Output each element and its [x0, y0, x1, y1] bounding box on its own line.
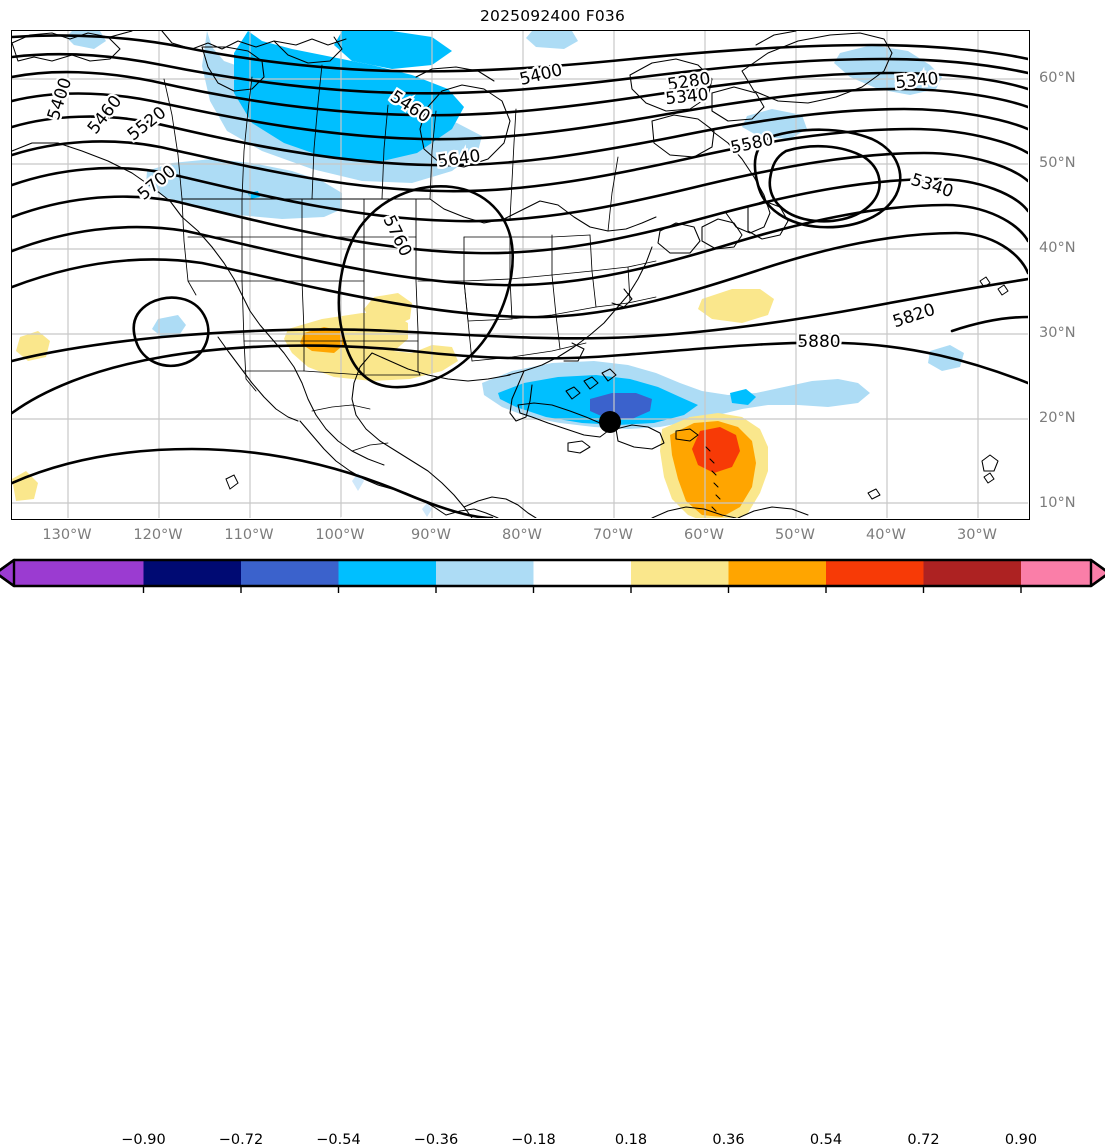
- colorbar-extend-max: [1021, 560, 1091, 586]
- colorbar-segment: [826, 560, 924, 586]
- storm-center-marker[interactable]: [599, 411, 621, 433]
- map-canvas: 5400 546055205700540054605640528053405340…: [12, 31, 1028, 518]
- colorbar-segment: [241, 560, 339, 586]
- contour-label: 5460: [84, 92, 126, 138]
- shading-region: [364, 293, 412, 327]
- shading-region: [526, 31, 578, 49]
- shading-region: [225, 474, 239, 490]
- colorbar-segments: [0, 558, 1105, 588]
- shading-region: [334, 31, 452, 69]
- contour-label: 5820: [890, 300, 937, 332]
- lat-label-40n: 40°N: [1039, 240, 1076, 256]
- colorbar-tick-label: −0.18: [511, 1132, 556, 1148]
- colorbar-outline: [0, 558, 1105, 588]
- shading-region: [12, 471, 38, 501]
- colorbar-segment: [533, 560, 631, 586]
- lat-label-60n: 60°N: [1039, 70, 1076, 86]
- shading-region: [698, 289, 774, 323]
- shading-region: [152, 315, 186, 337]
- colorbar-tick-label: 0.72: [907, 1132, 940, 1148]
- lon-label-70w: 70°W: [592, 527, 634, 543]
- colorbar-tick-label: 0.90: [1004, 1132, 1038, 1148]
- lon-label-60w: 60°W: [683, 527, 725, 543]
- colorbar-segment: [436, 560, 534, 586]
- lon-label-80w: 80°W: [501, 527, 543, 543]
- colorbar-tick-label: −0.54: [316, 1132, 361, 1148]
- colorbar-segment: [728, 560, 826, 586]
- map-panel[interactable]: 5400 5460 5520 5700 5400 5460 5640 5280 5340 5340…: [11, 30, 1030, 520]
- page-title: 2025092400 F036: [479, 7, 626, 25]
- colorbar-segment: [143, 560, 241, 586]
- contour-label: 5340: [908, 170, 955, 202]
- height-contours: [12, 34, 1028, 518]
- shading-region: [692, 427, 740, 473]
- lat-label-50n: 50°N: [1039, 155, 1076, 171]
- lon-label-100w: 100°W: [315, 527, 365, 543]
- lat-label-10n: 10°N: [1039, 495, 1076, 511]
- contour-label: 5400: [44, 75, 76, 122]
- map-clip: 5400 5460 5520 5700 5400 5460 5640 5280 5340 5340…: [12, 31, 1029, 519]
- contour-label: 588: [329, 515, 364, 518]
- lat-label-30n: 30°N: [1039, 325, 1076, 341]
- contour-label: 5340: [664, 85, 709, 109]
- colorbar-tick-label: 0.54: [809, 1132, 843, 1148]
- contour-label: 5520: [124, 103, 170, 145]
- contour-label: 5580: [729, 130, 775, 159]
- lon-label-110w: 110°W: [224, 527, 274, 543]
- colorbar-segment: [923, 560, 1021, 586]
- lon-label-120w: 120°W: [133, 527, 183, 543]
- colorbar-tick-label: −0.72: [218, 1132, 264, 1148]
- lon-label-30w: 30°W: [956, 527, 998, 543]
- lat-label-20n: 20°N: [1039, 410, 1076, 426]
- colorbar-tick-label: −0.90: [121, 1132, 166, 1148]
- colorbar-ticks: [142, 586, 1022, 593]
- colorbar-canvas: [0, 558, 1105, 593]
- shading-region: [422, 503, 432, 517]
- lon-label-130w: 130°W: [42, 527, 92, 543]
- colorbar-extend-min: [14, 560, 46, 586]
- colorbar-segment: [338, 560, 436, 586]
- colorbar-segment: [631, 560, 729, 586]
- lon-label-90w: 90°W: [410, 527, 452, 543]
- shading-region: [178, 163, 312, 207]
- colorbar-tick-label: 0.18: [614, 1132, 648, 1148]
- shading-region: [730, 389, 756, 405]
- lon-label-40w: 40°W: [865, 527, 907, 543]
- figure-root: 2025092400 F036: [0, 7, 1105, 1148]
- contour-label: 5880: [797, 332, 840, 352]
- lon-label-50w: 50°W: [774, 527, 816, 543]
- anomaly-colorbar[interactable]: −0.90 −0.72 −0.54 −0.36 −0.18 0.18 0.36 …: [0, 552, 1105, 1148]
- colorbar-tick-label: −0.36: [413, 1132, 459, 1148]
- colorbar-segment: [46, 560, 144, 586]
- colorbar-tick-label: 0.36: [712, 1132, 745, 1148]
